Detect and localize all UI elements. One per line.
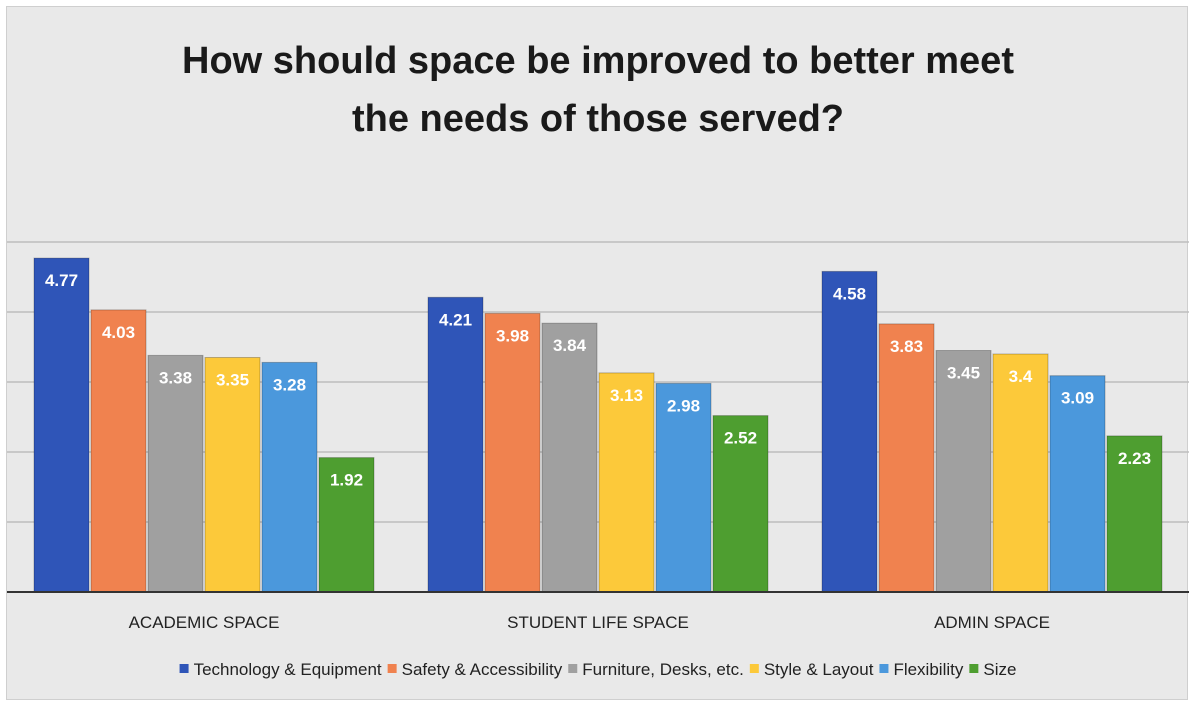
legend-item: Size	[969, 660, 1016, 679]
chart-frame: How should space be improved to better m…	[6, 6, 1189, 700]
value-label: 3.13	[610, 386, 643, 405]
legend-label: Furniture, Desks, etc.	[582, 660, 744, 679]
chart-title: How should space be improved to better m…	[182, 40, 1014, 140]
value-label: 3.45	[947, 364, 980, 383]
bar	[821, 270, 878, 593]
value-label: 2.23	[1118, 449, 1151, 468]
bar	[147, 354, 204, 593]
bar	[261, 361, 318, 593]
legend-item: Flexibility	[879, 660, 964, 679]
value-label: 3.84	[553, 336, 587, 355]
bar	[318, 457, 375, 593]
legend-label: Flexibility	[893, 660, 963, 679]
value-label: 3.35	[216, 371, 249, 390]
bar-chart: How should space be improved to better m…	[7, 40, 1189, 679]
category-labels: ACADEMIC SPACE STUDENT LIFE SPACE ADMIN SP…	[129, 613, 1050, 632]
value-label: 3.98	[496, 326, 529, 345]
gridlines	[7, 241, 1189, 523]
legend: Technology & Equipment Safety & Accessibi…	[179, 660, 1016, 679]
value-label: 2.98	[667, 396, 700, 415]
legend-swatch	[879, 664, 889, 673]
bar	[90, 309, 147, 593]
value-label: 3.83	[890, 337, 923, 356]
chart-title-line-1: How should space be improved to better m…	[182, 40, 1014, 82]
legend-swatch	[969, 664, 979, 673]
bar	[878, 323, 935, 593]
legend-swatch	[179, 664, 189, 673]
bar	[541, 322, 598, 593]
legend-item: Safety & Accessibility	[387, 660, 563, 679]
value-label: 1.92	[330, 471, 363, 490]
bar	[712, 415, 769, 593]
bar	[598, 372, 655, 593]
bar	[1106, 435, 1163, 593]
bar	[992, 353, 1049, 593]
value-label: 3.09	[1061, 389, 1094, 408]
chart-title-line-2: the needs of those served?	[352, 98, 844, 140]
bar	[204, 357, 261, 593]
legend-label: Safety & Accessibility	[402, 660, 563, 679]
value-label: 4.21	[439, 310, 472, 329]
value-label: 4.03	[102, 323, 135, 342]
legend-item: Style & Layout	[749, 660, 874, 679]
legend-item: Technology & Equipment	[179, 660, 382, 679]
value-label: 3.4	[1009, 367, 1033, 386]
legend-swatch	[568, 664, 578, 673]
bar	[484, 312, 541, 593]
value-labels: 4.77 4.03 3.38 3.35 3.28 1.92 4.21 3.98 3.84 3.13…	[45, 271, 1151, 490]
value-label: 4.77	[45, 271, 78, 290]
legend-label: Size	[983, 660, 1016, 679]
bar	[33, 257, 90, 593]
value-label: 2.52	[724, 429, 757, 448]
value-label: 3.38	[159, 368, 192, 387]
bars	[33, 257, 1163, 593]
legend-label: Technology & Equipment	[194, 660, 382, 679]
legend-swatch	[749, 664, 759, 673]
bar	[1049, 375, 1106, 593]
legend-swatch	[387, 664, 397, 673]
legend-label: Style & Layout	[764, 660, 874, 679]
category-label: ADMIN SPACE	[934, 613, 1050, 632]
value-label: 3.28	[273, 375, 306, 394]
legend-item: Furniture, Desks, etc.	[568, 660, 744, 679]
bar	[427, 296, 484, 593]
value-label: 4.58	[833, 284, 866, 303]
bar	[935, 350, 992, 593]
category-label: ACADEMIC SPACE	[129, 613, 280, 632]
category-label: STUDENT LIFE SPACE	[507, 613, 689, 632]
